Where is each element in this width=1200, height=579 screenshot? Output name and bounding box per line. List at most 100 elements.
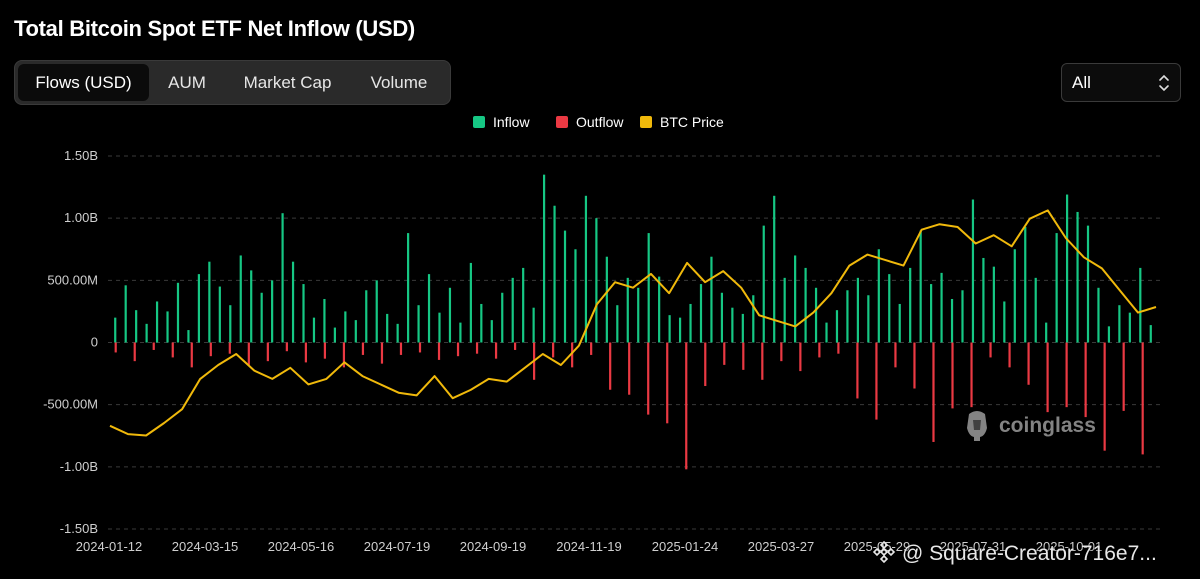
price-line-group [109,209,1157,437]
inflow-bar [417,305,420,343]
inflow-bar [563,230,567,343]
inflow-bar [145,323,148,343]
outflow-bar [552,342,555,358]
outflow-bar [266,342,269,362]
inflow-bar [919,230,922,343]
inflow-bar [668,315,671,343]
inflow-bar [877,249,880,343]
watermark-text: coinglass [999,414,1096,437]
inflow-bar [312,317,316,343]
inflow-bar [344,311,347,343]
x-tick-label: 2025-10-01 [1036,539,1103,554]
inflow-bar [961,290,964,343]
x-tick-label: 2024-03-15 [172,539,239,554]
inflow-bar [1003,301,1006,343]
x-tick-label: 2024-05-16 [268,539,335,554]
range-select[interactable]: All [1061,63,1181,102]
inflow-bar [365,290,368,343]
inflow-bar [720,292,724,343]
outflow-bar [494,342,498,359]
page-title: Total Bitcoin Spot ETF Net Inflow (USD) [14,16,415,41]
inflow-bar [114,317,117,343]
inflow-bar [522,267,525,343]
x-tick-label: 2025-05-29 [844,539,911,554]
outflow-bar [418,342,422,353]
outflow-bar [247,342,250,365]
inflow-bar [898,303,901,343]
inflow-bar [909,267,912,343]
outflow-bar [685,342,688,470]
inflow-bar [605,256,608,343]
inflow-bar [1013,249,1016,343]
inflow-bar [281,213,284,343]
inflow-bar [291,261,295,343]
inflow-bar [783,277,786,343]
inflow-bar [814,287,818,343]
outflow-bar [1103,342,1106,451]
inflow-bar [459,322,462,343]
inflow-bar [1045,322,1048,343]
inflow-bar [1107,326,1111,343]
legend-item-inflow[interactable]: Inflow [473,114,530,130]
inflow-bar [427,274,431,343]
x-tick-label: 2025-01-24 [652,539,719,554]
inflow-bar [971,199,975,343]
inflow-bar [542,174,546,343]
legend-label-outflow: Outflow [576,114,624,130]
inflow-bar [1055,233,1058,343]
outflow-bar [456,342,460,357]
inflow-bar [689,303,692,343]
y-tick-label: -1.00B [60,459,98,474]
tab-flows[interactable]: Flows (USD) [18,64,149,101]
x-tick-label: 2024-09-19 [460,539,527,554]
outflow-bar [723,342,726,365]
inflow-bar [1097,287,1100,343]
outflow-bar [780,342,783,362]
inflow-bar [846,290,849,343]
outflow-bar [152,342,155,350]
inflow-bar [888,274,891,343]
outflow-bar [304,342,307,363]
outflow-bar [133,342,136,362]
inflow-bar [469,262,472,343]
inflow-bar [354,320,357,343]
tab-aum[interactable]: AUM [168,73,206,92]
inflow-bar [197,274,201,343]
inflow-bar [950,298,954,343]
legend-item-outflow[interactable]: Outflow [556,114,623,130]
inflow-bar [1076,211,1079,343]
y-tick-label: 0 [91,335,98,350]
tab-market-cap[interactable]: Market Cap [243,73,332,92]
inflow-bar [835,310,839,343]
inflow-bar [396,323,399,343]
inflow-bar [982,257,985,343]
inflow-bar [480,303,483,343]
legend-item-btc-price[interactable]: BTC Price [640,114,724,130]
inflow-bar [930,284,933,343]
inflow-bar [699,284,703,343]
inflow-bar [407,233,410,343]
inflow-bar [992,266,995,343]
inflow-bar [438,312,441,343]
inflow-bar [678,317,682,343]
y-tick-label: -500.00M [43,397,98,412]
inflow-bar [375,280,378,343]
inflow-bar [187,330,190,343]
inflow-bar [804,267,807,343]
inflow-bar [626,277,629,343]
inflow-bar [176,282,180,343]
outflow-bar [1141,342,1144,455]
outflow-bar [323,342,327,359]
outflow-bar [171,342,174,358]
inflow-bar [867,295,870,343]
outflow-bar [513,342,517,350]
inflow-bar [647,233,650,343]
tab-volume[interactable]: Volume [370,73,428,92]
outflow-bar [932,342,935,442]
inflow-bar [752,295,755,343]
flow-bars [114,174,1152,470]
inflow-swatch [473,116,485,128]
outflow-bar [799,342,802,372]
inflow-bar [658,276,661,343]
inflow-bar [794,255,797,343]
